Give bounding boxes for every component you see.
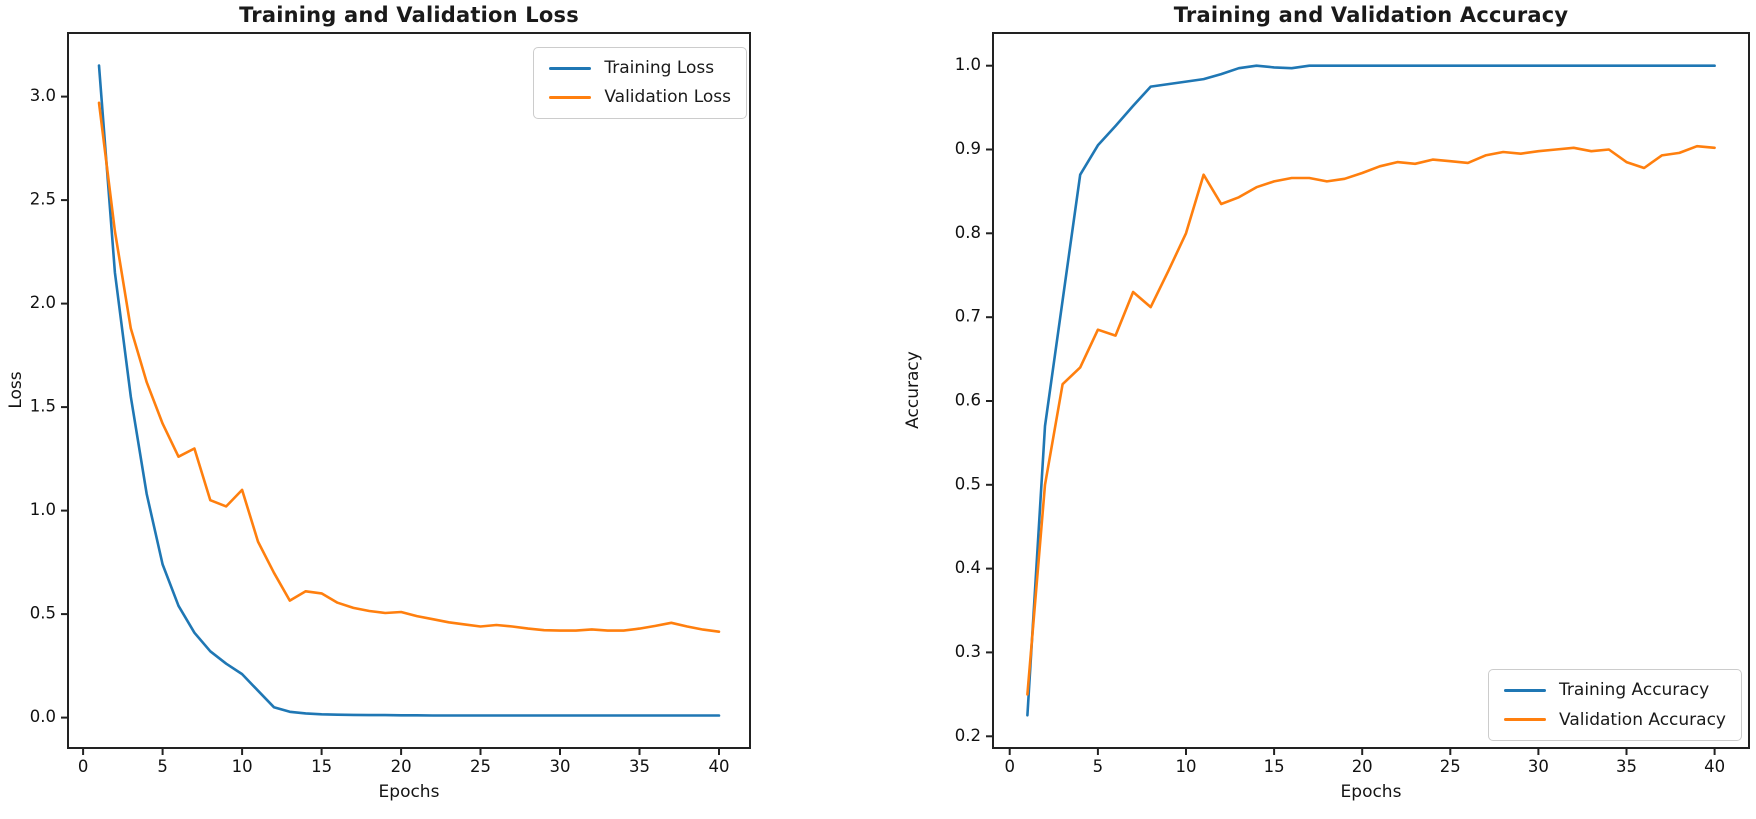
loss-x-tick-label: 30 — [550, 757, 571, 776]
loss-y-tick-label: 2.5 — [30, 190, 56, 209]
loss-yaxis-label: Loss — [6, 371, 26, 409]
loss-chart-title: Training and Validation Loss — [239, 3, 579, 27]
validation-accuracy-line — [1026, 144, 1716, 696]
loss-x-tick-label: 10 — [232, 757, 253, 776]
training-loss-swatch — [549, 66, 592, 70]
accuracy-x-tick-label: 10 — [1176, 757, 1197, 776]
loss-y-tick-label: 2.0 — [30, 293, 56, 312]
loss-y-tick-label: 3.0 — [30, 86, 56, 105]
accuracy-xaxis-label: Epochs — [1340, 782, 1402, 802]
accuracy-chart-title: Training and Validation Accuracy — [1173, 3, 1569, 27]
training-loss-line — [97, 64, 721, 717]
loss-x-tick-label: 5 — [157, 757, 168, 776]
validation-accuracy-legend-label: Validation Accuracy — [1559, 709, 1726, 730]
loss-axes-spines — [67, 32, 751, 749]
accuracy-x-tick-label: 0 — [1004, 757, 1015, 776]
training-accuracy-swatch — [1504, 688, 1547, 692]
accuracy-y-tick-label: 0.6 — [955, 391, 981, 410]
accuracy-x-tick-label: 20 — [1352, 757, 1373, 776]
legend-item-validation-accuracy: Validation Accuracy — [1504, 710, 1726, 730]
loss-x-tick-label: 40 — [709, 757, 730, 776]
accuracy-y-tick-label: 0.3 — [955, 642, 981, 661]
loss-legend: Training Loss Validation Loss — [533, 47, 747, 119]
training-accuracy-legend-label: Training Accuracy — [1559, 680, 1710, 701]
accuracy-y-tick-label: 1.0 — [955, 55, 981, 74]
loss-xaxis-label: Epochs — [378, 782, 440, 802]
validation-accuracy-swatch — [1504, 718, 1547, 722]
accuracy-y-tick-label: 0.2 — [955, 726, 981, 745]
accuracy-x-tick-label: 30 — [1528, 757, 1549, 776]
validation-loss-swatch — [549, 96, 592, 100]
loss-x-tick-label: 25 — [470, 757, 491, 776]
loss-y-tick-label: 1.0 — [30, 500, 56, 519]
accuracy-x-tick-label: 5 — [1093, 757, 1104, 776]
accuracy-y-tick-label: 0.4 — [955, 558, 981, 577]
loss-x-tick-label: 15 — [311, 757, 332, 776]
accuracy-x-tick-label: 40 — [1704, 757, 1725, 776]
loss-x-tick-label: 35 — [629, 757, 650, 776]
accuracy-x-tick-label: 35 — [1616, 757, 1637, 776]
accuracy-y-tick-label: 0.7 — [955, 307, 981, 326]
accuracy-yaxis-label: Accuracy — [903, 351, 923, 429]
accuracy-y-tick-label: 0.5 — [955, 474, 981, 493]
legend-item-training-loss: Training Loss — [549, 58, 731, 78]
legend-item-validation-loss: Validation Loss — [549, 87, 731, 107]
accuracy-axes-spines — [992, 32, 1750, 749]
accuracy-x-tick-label: 15 — [1264, 757, 1285, 776]
validation-loss-legend-label: Validation Loss — [604, 87, 731, 108]
loss-y-tick-label: 0.5 — [30, 604, 56, 623]
loss-y-tick-label: 0.0 — [30, 707, 56, 726]
accuracy-y-tick-label: 0.8 — [955, 223, 981, 242]
training-loss-legend-label: Training Loss — [604, 58, 715, 78]
accuracy-y-tick-label: 0.9 — [955, 139, 981, 158]
loss-y-tick-label: 1.5 — [30, 397, 56, 416]
accuracy-x-tick-label: 25 — [1440, 757, 1461, 776]
accuracy-legend: Training Accuracy Validation Accuracy — [1488, 669, 1742, 741]
legend-item-training-accuracy: Training Accuracy — [1504, 680, 1726, 700]
training-accuracy-line — [1026, 64, 1716, 717]
validation-loss-line — [97, 101, 721, 633]
loss-x-tick-label: 0 — [78, 757, 89, 776]
loss-x-tick-label: 20 — [391, 757, 412, 776]
